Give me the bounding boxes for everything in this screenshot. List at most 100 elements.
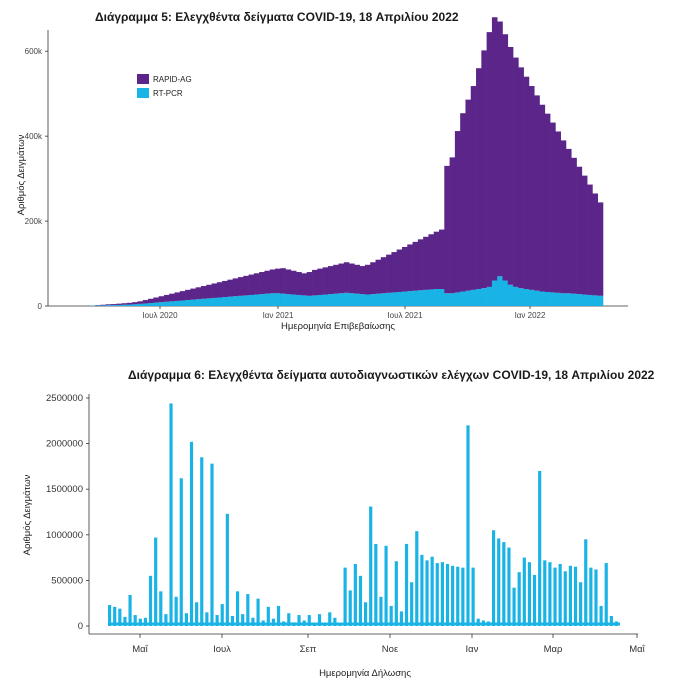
chart5-bar-rapid xyxy=(581,175,588,295)
chart5-bar-rtpcr xyxy=(364,294,371,306)
chart5-x-tick-label: Ιαν 2021 xyxy=(263,311,294,320)
chart5-bar-rapid xyxy=(560,140,567,294)
chart5-bar-rtpcr xyxy=(465,290,472,306)
chart5-bar-rapid xyxy=(126,302,133,305)
chart5-bar-rapid xyxy=(317,268,323,295)
chart6-bar xyxy=(348,590,352,626)
chart6-bar xyxy=(512,587,516,626)
chart5-bar-rtpcr xyxy=(179,300,186,306)
legend-swatch-rtpcr xyxy=(137,88,149,98)
chart5-bar-rtpcr xyxy=(280,293,286,306)
chart6-bar xyxy=(445,563,450,626)
chart5-bar-rtpcr xyxy=(571,293,577,306)
chart5-bar-rtpcr xyxy=(126,304,133,306)
chart6-bar xyxy=(138,618,142,626)
chart5-bar-rtpcr xyxy=(407,291,413,306)
chart5-x-tick-label: Ιουλ 2020 xyxy=(142,311,178,320)
chart6-bar xyxy=(353,563,357,626)
chart6-bar xyxy=(364,602,368,626)
chart5-bar-rapid xyxy=(544,113,551,292)
chart6-bar xyxy=(271,618,276,626)
chart5-bar-rtpcr xyxy=(264,293,271,306)
chart5-bar-rtpcr xyxy=(375,293,382,306)
chart6-bar xyxy=(251,617,255,626)
chart5-x-tick-label: Ιαν 2022 xyxy=(515,311,546,320)
chart5-bar-rtpcr xyxy=(539,291,546,306)
chart5-bar-rapid xyxy=(571,157,577,294)
chart5-bar-rapid xyxy=(132,302,138,305)
chart5-bar-rapid xyxy=(185,289,191,301)
chart5-bar-rapid xyxy=(100,304,107,306)
chart5-bar-rtpcr xyxy=(285,294,292,306)
chart6-bar xyxy=(532,574,537,626)
chart6-bar xyxy=(466,425,470,626)
chart5-bar-rapid xyxy=(137,301,144,304)
chart6-bar xyxy=(384,545,388,626)
chart5-bar-rapid xyxy=(497,21,503,277)
chart5-bar-rapid xyxy=(248,274,255,295)
chart5-bar-rtpcr xyxy=(428,289,435,306)
chart6-bar xyxy=(517,572,521,626)
chart5-bar-rapid xyxy=(539,104,546,292)
chart5-bar-rtpcr xyxy=(248,294,255,306)
chart5-bar-rtpcr xyxy=(592,295,599,306)
chart6-y-axis-label: Αριθμός Δειγμάτων xyxy=(22,474,33,555)
chart6-bar xyxy=(522,557,526,626)
chart5-bar-rtpcr xyxy=(216,297,223,306)
chart5-bar-rtpcr xyxy=(544,291,551,306)
chart6-bar xyxy=(599,605,603,626)
chart5-bar-rtpcr xyxy=(481,288,487,306)
chart6-x-tick-label: Σεπ xyxy=(300,644,317,655)
chart6-bar xyxy=(527,562,532,626)
chart5-bar-rtpcr xyxy=(312,295,318,306)
chart5-bar-rtpcr xyxy=(502,280,509,306)
chart5-bar-rapid xyxy=(592,193,599,296)
chart5-bar-rtpcr xyxy=(518,288,524,306)
chart6-bar xyxy=(246,594,250,626)
chart6-bar xyxy=(538,470,542,626)
chart5-bar-rtpcr xyxy=(132,304,138,306)
chart5-bar-rtpcr xyxy=(391,292,397,306)
chart5-bar-rtpcr xyxy=(354,293,360,306)
chart6-bar xyxy=(568,565,572,626)
chart5-bar-rapid xyxy=(222,280,228,298)
chart5-bar-rtpcr xyxy=(386,292,392,306)
chart6-bar xyxy=(399,611,404,626)
chart5-bar-rapid xyxy=(301,273,308,296)
chart5-y-axis-label: Αριθμός Δειγμάτων xyxy=(16,134,27,215)
chart5-bar-rapid xyxy=(206,284,212,299)
chart6-x-tick-label: Μαρ xyxy=(544,644,563,655)
chart5-bar-rapid xyxy=(433,231,440,290)
chart6-bar xyxy=(609,615,613,626)
chart6-bar xyxy=(317,614,322,626)
chart5-bar-rapid xyxy=(565,148,572,294)
chart5-bar-rtpcr xyxy=(513,286,519,306)
chart5-bar-rapid xyxy=(275,268,281,294)
chart5-bar-rtpcr xyxy=(222,297,228,306)
chart6-bar xyxy=(579,582,583,626)
legend-label-rtpcr: RT-PCR xyxy=(153,89,183,98)
chart5-bar-rtpcr xyxy=(460,291,466,306)
chart6-bar xyxy=(589,567,593,626)
chart6-bar xyxy=(374,543,378,626)
chart5-bar-rtpcr xyxy=(121,304,128,306)
chart6-bar xyxy=(128,594,132,626)
chart5-bar-rapid xyxy=(407,244,413,292)
chart5-bar-rapid xyxy=(502,34,509,281)
chart5-bar-rapid xyxy=(169,293,175,302)
legend-label-rapid: RAPID-AG xyxy=(153,75,192,84)
chart5-bar-rtpcr xyxy=(253,294,260,306)
chart5-bar-rtpcr xyxy=(528,289,535,306)
chart5-bar-rapid xyxy=(513,57,519,287)
chart5-bar-rapid xyxy=(412,241,419,291)
chart5-bar-rapid xyxy=(439,229,445,290)
chart5-bar-rtpcr xyxy=(444,293,450,306)
chart6-bar xyxy=(594,569,598,626)
chart6-bar xyxy=(189,441,194,626)
chart5-bar-rtpcr xyxy=(507,284,514,306)
chart5-bar-rapid xyxy=(116,303,122,305)
chart5-bar-rtpcr xyxy=(396,291,403,306)
chart5-bar-rtpcr xyxy=(412,290,419,306)
chart5-x-tick-label: Ιουλ 2021 xyxy=(387,311,423,320)
chart6-y-tick-label: 0 xyxy=(78,621,83,632)
